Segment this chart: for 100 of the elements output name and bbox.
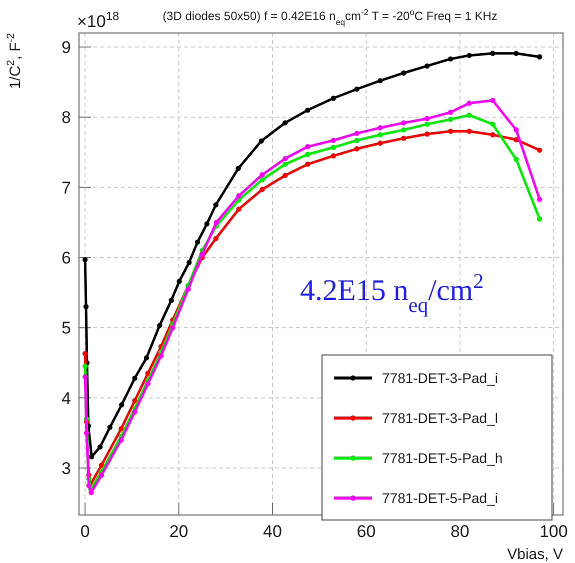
legend-label: 7781-DET-5-Pad_h: [382, 450, 503, 466]
point: [354, 130, 360, 136]
y-tick-label: 6: [62, 248, 71, 268]
point: [490, 122, 496, 127]
point: [186, 260, 192, 266]
point: [282, 162, 288, 167]
point: [97, 444, 103, 450]
point: [448, 56, 454, 62]
point: [424, 122, 430, 127]
point: [132, 398, 138, 404]
y-tick-label: 8: [62, 108, 71, 128]
point: [204, 221, 210, 226]
y-tick-label: 5: [62, 318, 71, 338]
point: [330, 144, 336, 150]
point: [536, 216, 542, 222]
point: [82, 351, 88, 356]
x-tick-label: 80: [450, 522, 470, 541]
point: [490, 50, 496, 56]
legend-label: 7781-DET-3-Pad_i: [382, 370, 498, 386]
point: [466, 100, 472, 106]
point: [118, 437, 124, 443]
point: [214, 220, 219, 226]
point: [354, 86, 360, 92]
x-tick-label: 100: [539, 522, 568, 541]
point: [98, 472, 104, 478]
point: [119, 402, 124, 408]
point: [448, 110, 454, 115]
legend-label: 7781-DET-3-Pad_l: [382, 410, 498, 426]
point: [282, 156, 288, 162]
point: [354, 146, 360, 152]
point: [83, 304, 89, 310]
point: [401, 136, 406, 141]
point: [200, 251, 205, 257]
point: [213, 236, 218, 242]
point: [378, 78, 383, 84]
point: [401, 120, 406, 126]
point: [144, 355, 150, 360]
point: [260, 186, 265, 192]
point: [132, 376, 138, 381]
point: [168, 298, 174, 303]
point: [305, 108, 310, 113]
point: [236, 193, 242, 198]
point: [82, 257, 88, 262]
point: [305, 162, 310, 167]
point: [514, 156, 519, 162]
point: [448, 128, 454, 134]
y-tick-label: 4: [62, 388, 71, 408]
chart-title: (3D diodes 50x50) f = 0.42E16 n$_{eq}$cm$^{-2}$ T = -20$^{o}$C Freq = 1 KHz: [162, 7, 498, 27]
point: [466, 112, 472, 118]
point: [82, 374, 88, 380]
point: [514, 50, 519, 56]
point: [536, 196, 542, 202]
point: [401, 127, 406, 132]
point: [330, 153, 336, 158]
point: [260, 177, 265, 182]
point: [236, 166, 241, 172]
point: [424, 63, 430, 69]
point: [282, 120, 288, 126]
point: [354, 138, 360, 143]
point: [236, 206, 242, 212]
point: [305, 144, 310, 150]
point: [176, 278, 182, 284]
point: [260, 172, 265, 178]
point: [170, 325, 176, 330]
point: [466, 128, 472, 134]
point: [330, 96, 336, 101]
point: [145, 381, 150, 386]
x-axis-title: Vbias, V: [507, 546, 563, 563]
x-tick-label: 40: [263, 522, 282, 541]
point: [490, 132, 496, 138]
text: ×10$^{18}$: [77, 9, 120, 31]
point: [132, 409, 138, 414]
y-tick-label: 3: [62, 458, 71, 478]
point: [156, 322, 162, 328]
point: [490, 98, 496, 103]
point: [158, 353, 164, 358]
x-tick-label: 0: [80, 522, 90, 541]
point: [466, 52, 472, 58]
point: [107, 424, 113, 430]
point: [82, 364, 88, 369]
point: [213, 202, 218, 208]
x-tick-label: 60: [356, 522, 376, 541]
legend-label: 7781-DET-5-Pad_i: [382, 490, 498, 506]
point: [186, 286, 191, 292]
point: [378, 140, 383, 146]
point: [536, 54, 542, 60]
point: [401, 70, 406, 76]
point: [378, 132, 383, 138]
point: [194, 239, 200, 245]
point: [514, 127, 519, 132]
x-tick-label: 20: [169, 522, 188, 541]
point: [305, 152, 310, 157]
point: [118, 426, 124, 432]
point: [258, 138, 264, 144]
point: [330, 138, 336, 143]
point: [378, 125, 383, 130]
y-tick-label: 7: [62, 178, 71, 198]
annotation: 4.2E15 n$_{eq}$/cm$^{2}$: [300, 269, 484, 317]
point: [282, 172, 288, 178]
point: [424, 116, 430, 122]
